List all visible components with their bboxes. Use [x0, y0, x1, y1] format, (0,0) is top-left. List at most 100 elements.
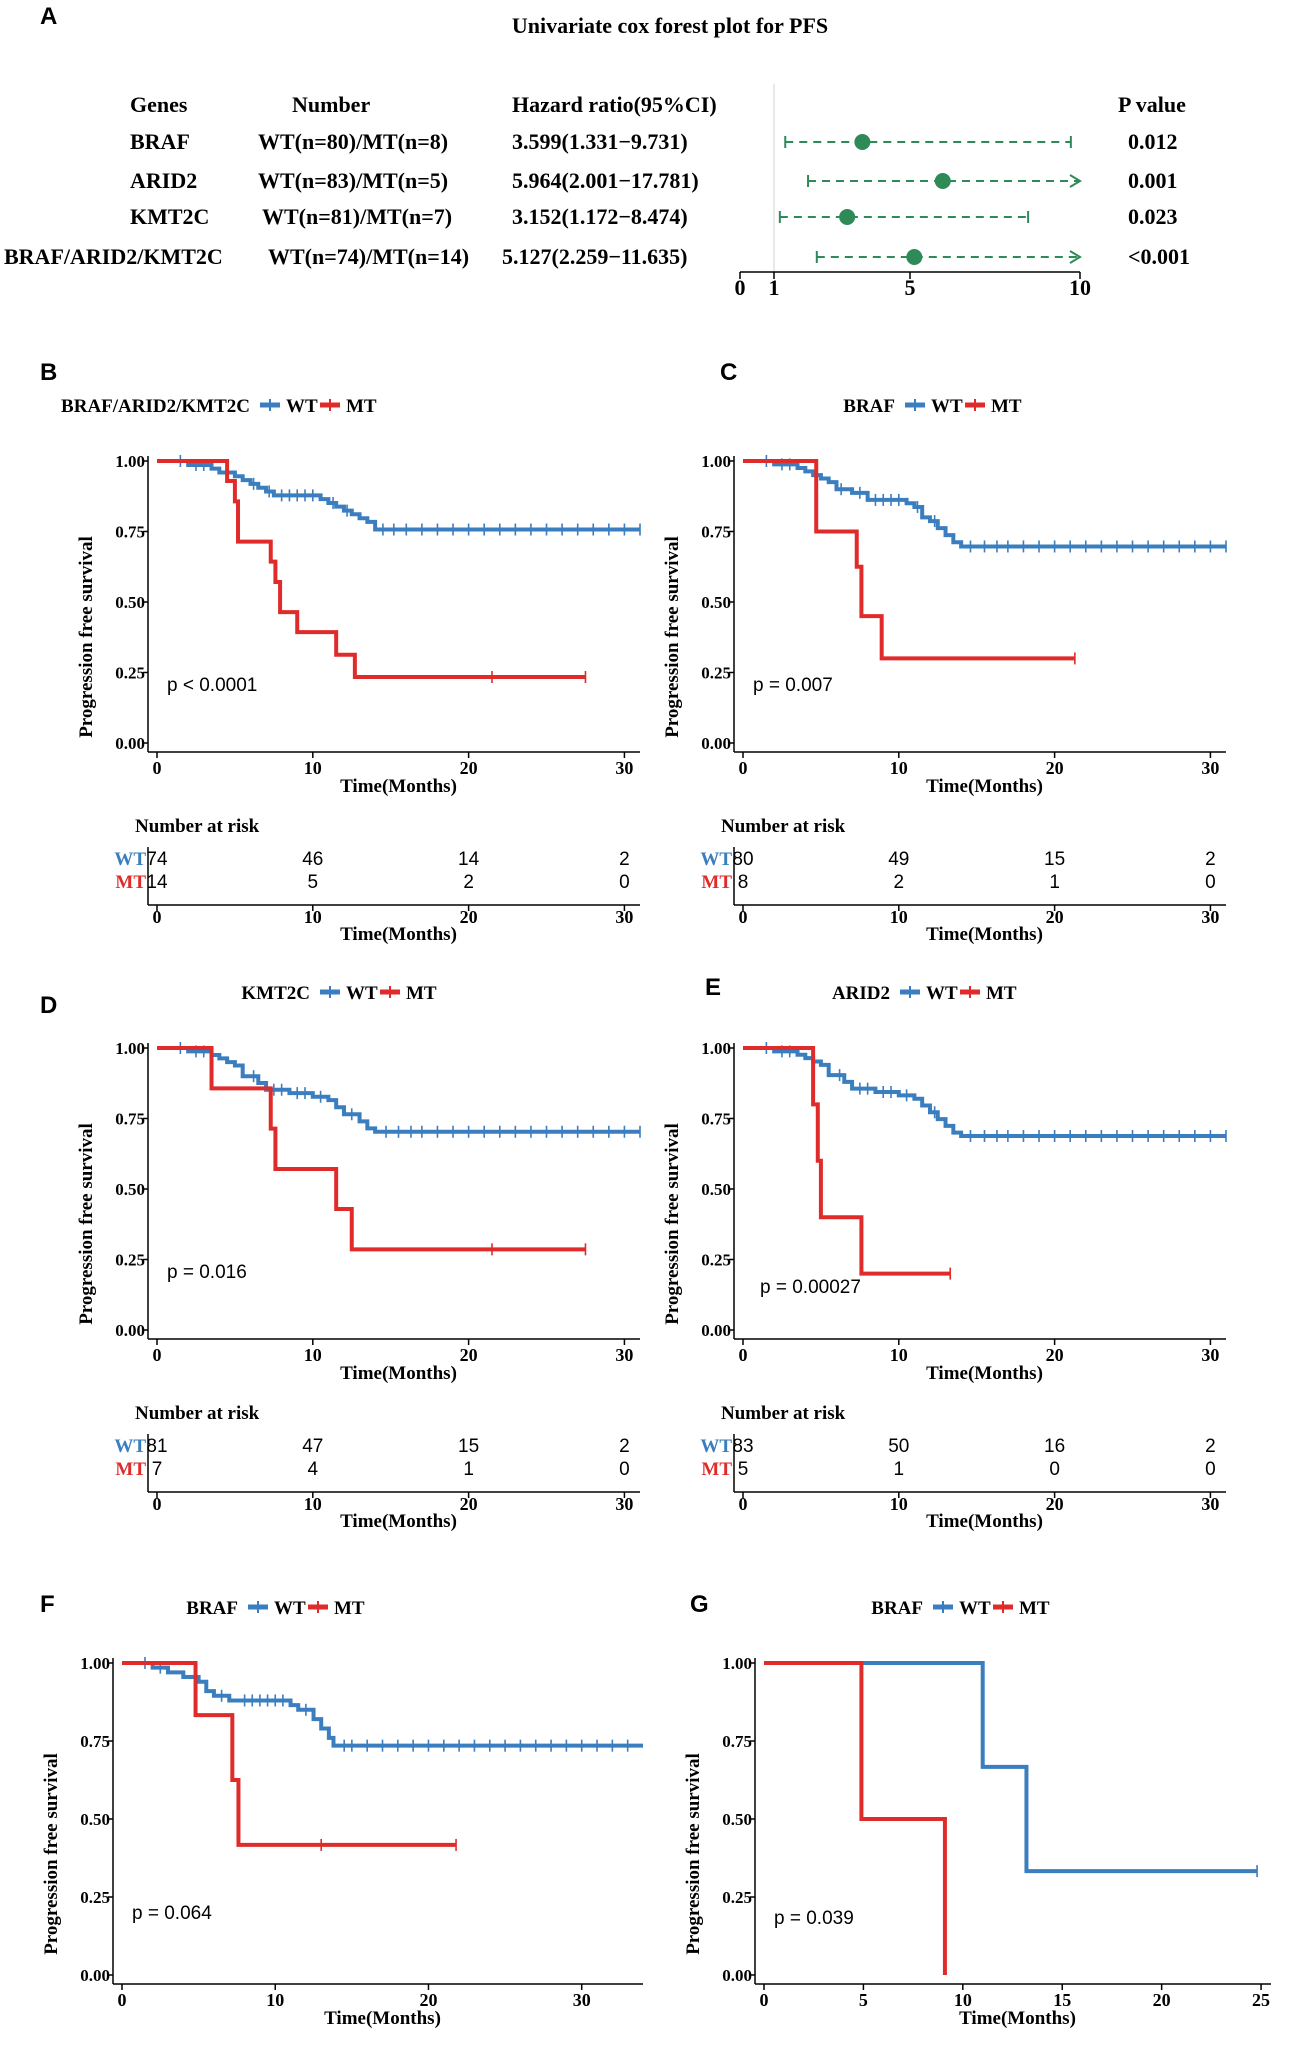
y-tick-label: 0.50 [80, 1810, 110, 1829]
risk-x-axis-label: Time(Months) [926, 1511, 1043, 1532]
legend-title: BRAF/ARID2/KMT2C [61, 396, 250, 417]
y-tick-label: 0.25 [722, 1888, 752, 1907]
risk-table-title: Number at risk [135, 1403, 260, 1424]
forest-hr-point [906, 249, 923, 265]
risk-mt-count: 4 [308, 1459, 319, 1480]
legend-wt-label: WT [931, 396, 963, 417]
risk-wt-count: 83 [732, 1436, 753, 1457]
y-tick-label: 1.00 [80, 1654, 110, 1673]
risk-mt-count: 0 [619, 1459, 630, 1480]
panel-letter: D [40, 992, 57, 1019]
panel-letter: B [40, 359, 57, 386]
x-tick-label: 5 [859, 1990, 868, 2010]
risk-x-axis-label: Time(Months) [926, 924, 1043, 945]
y-axis-label: Progression free survival [683, 1753, 704, 1955]
y-tick-label: 0.50 [722, 1810, 752, 1829]
risk-mt-count: 0 [1205, 1459, 1216, 1480]
risk-mt-count: 1 [463, 1459, 474, 1480]
risk-x-tick-label: 30 [615, 907, 633, 927]
risk-wt-count: 46 [302, 849, 323, 870]
risk-x-tick-label: 10 [890, 907, 908, 927]
legend-title: BRAF [871, 1598, 923, 1619]
x-axis-label: Time(Months) [340, 1363, 457, 1384]
km-curve-mt [743, 1046, 951, 1276]
legend-wt-label: WT [274, 1598, 306, 1619]
x-tick-label: 30 [615, 1345, 633, 1365]
x-tick-label: 20 [1046, 1345, 1064, 1365]
y-tick-label: 0.00 [80, 1966, 110, 1985]
y-axis-label: Progression free survival [76, 1123, 97, 1325]
risk-mt-count: 7 [152, 1459, 163, 1480]
x-tick-label: 20 [460, 1345, 478, 1365]
forest-hr-point [934, 173, 951, 189]
x-tick-label: 0 [760, 1990, 769, 2010]
km-curve-wt [157, 459, 640, 532]
risk-mt-row-label: MT [701, 872, 732, 893]
risk-wt-row-label: WT [114, 1436, 146, 1457]
y-tick-label: 0.25 [115, 1251, 145, 1270]
y-tick-label: 0.25 [701, 664, 731, 683]
x-tick-label: 15 [1053, 1990, 1071, 2010]
forest-header-genes: Genes [130, 92, 188, 117]
x-tick-label: 0 [739, 1345, 748, 1365]
p-value-label: p = 0.007 [753, 675, 833, 696]
risk-x-tick-label: 20 [460, 1494, 478, 1514]
forest-gene-label: BRAF/ARID2/KMT2C [4, 244, 223, 269]
risk-wt-count: 15 [1044, 849, 1065, 870]
risk-x-tick-label: 0 [739, 1494, 748, 1514]
km-curve-mt [743, 459, 1075, 661]
risk-wt-count: 15 [458, 1436, 479, 1457]
risk-wt-row-label: WT [700, 849, 732, 870]
risk-wt-count: 14 [458, 849, 480, 870]
x-tick-label: 20 [1046, 758, 1064, 778]
risk-wt-count: 2 [1205, 849, 1216, 870]
risk-wt-count: 50 [888, 1436, 909, 1457]
risk-x-tick-label: 20 [460, 907, 478, 927]
risk-table-title: Number at risk [135, 816, 260, 837]
risk-x-tick-label: 0 [153, 1494, 162, 1514]
x-tick-label: 25 [1252, 1990, 1270, 2010]
y-tick-label: 1.00 [722, 1654, 752, 1673]
y-tick-label: 0.50 [115, 1180, 145, 1199]
forest-hr-label: 3.599(1.331−9.731) [512, 129, 688, 154]
km-curve-wt [157, 1046, 640, 1134]
y-tick-label: 1.00 [701, 452, 731, 471]
y-tick-label: 0.75 [722, 1732, 752, 1751]
x-tick-label: 10 [304, 758, 322, 778]
y-tick-label: 0.00 [701, 1321, 731, 1340]
x-tick-label: 20 [460, 758, 478, 778]
forest-gene-label: BRAF [130, 129, 190, 154]
y-tick-label: 0.25 [701, 1251, 731, 1270]
y-tick-label: 0.75 [115, 523, 145, 542]
risk-wt-count: 47 [302, 1436, 323, 1457]
risk-wt-count: 2 [619, 849, 630, 870]
y-tick-label: 0.75 [115, 1110, 145, 1129]
km-curve-wt [764, 1661, 1258, 1874]
risk-x-tick-label: 30 [1201, 1494, 1219, 1514]
forest-x-tick-label: 10 [1069, 275, 1091, 300]
y-tick-label: 0.50 [701, 1180, 731, 1199]
y-tick-label: 0.50 [115, 593, 145, 612]
forest-title: Univariate cox forest plot for PFS [512, 13, 828, 38]
risk-x-tick-label: 30 [1201, 907, 1219, 927]
forest-p-label: 0.001 [1128, 168, 1178, 193]
km-curve-mt [764, 1661, 947, 1975]
x-tick-label: 20 [419, 1990, 437, 2010]
x-tick-label: 0 [739, 758, 748, 778]
legend-wt-label: WT [926, 983, 958, 1004]
risk-mt-row-label: MT [115, 1459, 146, 1480]
km-panel-e: E ARID2 WT MT0.000.250.500.751.000 10 20 30Tim… [662, 974, 1227, 1532]
y-tick-label: 0.75 [80, 1732, 110, 1751]
legend-wt-label: WT [959, 1598, 991, 1619]
risk-mt-count: 1 [894, 1459, 905, 1480]
risk-mt-count: 8 [738, 872, 749, 893]
forest-ci-arrow [1069, 250, 1082, 264]
legend-mt-label: MT [346, 396, 377, 417]
forest-hr-label: 5.964(2.001−17.781) [512, 168, 699, 193]
x-axis-label: Time(Months) [340, 776, 457, 797]
risk-wt-count: 81 [146, 1436, 167, 1457]
forest-number-label: WT(n=81)/MT(n=7) [262, 204, 452, 229]
risk-x-tick-label: 20 [1046, 1494, 1064, 1514]
